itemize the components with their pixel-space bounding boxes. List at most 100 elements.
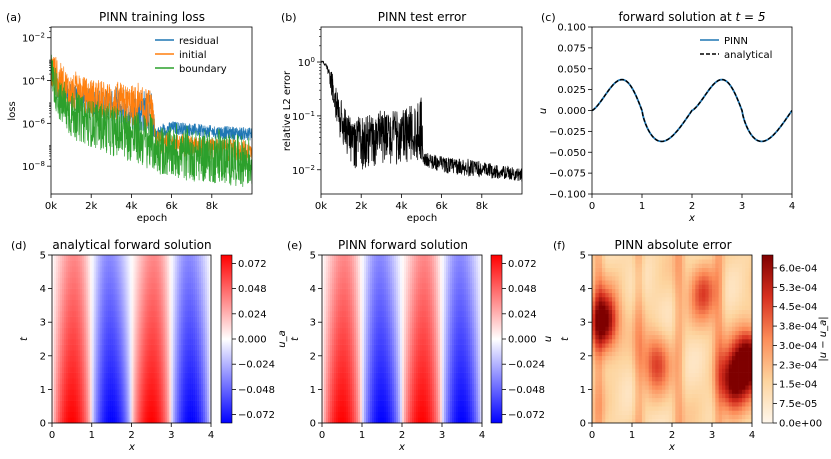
heatmap-cell	[432, 266, 435, 273]
heatmap-cell	[404, 400, 407, 407]
heatmap-cell	[422, 361, 425, 368]
heatmap-cell	[474, 283, 477, 289]
heatmap-cell	[422, 400, 425, 407]
heatmap-cell	[97, 411, 100, 418]
heatmap-cell	[462, 266, 465, 273]
heatmap-cell	[412, 283, 415, 289]
heatmap-cell	[446, 389, 449, 396]
heatmap-cell	[77, 383, 81, 390]
heatmap-cell	[444, 406, 447, 413]
heatmap-cell	[446, 277, 449, 284]
heatmap-cell	[412, 367, 415, 373]
heatmap-cell	[472, 395, 475, 401]
heatmap-cell	[332, 372, 335, 379]
heatmap-cell	[352, 383, 355, 390]
heatmap-cell	[340, 355, 343, 362]
heatmap-cell	[163, 322, 166, 329]
heatmap-cell	[169, 327, 172, 334]
heatmap-cell	[105, 367, 108, 373]
heatmap-cell	[422, 327, 425, 334]
heatmap-cell	[187, 361, 190, 368]
heatmap-cell	[69, 294, 73, 301]
heatmap-cell	[322, 283, 325, 289]
heatmap-cell	[139, 316, 142, 323]
heatmap-cell	[456, 411, 459, 418]
heatmap-cell	[121, 355, 124, 362]
heatmap-cell	[127, 367, 130, 373]
heatmap-cell	[69, 361, 73, 368]
heatmap-cell	[129, 260, 132, 267]
heatmap-cell	[61, 389, 65, 396]
heatmap-cell	[462, 260, 465, 267]
heatmap-cell	[109, 411, 112, 418]
heatmap-cell	[187, 288, 190, 295]
heatmap-cell	[161, 299, 164, 306]
heatmap-cell	[338, 333, 341, 340]
heatmap-cell	[454, 283, 457, 289]
heatmap-cell	[412, 266, 415, 273]
heatmap-cell	[125, 311, 128, 317]
heatmap-cell	[189, 406, 192, 413]
heatmap-cell	[370, 322, 373, 329]
heatmap-cell	[408, 305, 411, 312]
heatmap-cell	[338, 283, 341, 289]
heatmap-cell	[386, 383, 389, 390]
heatmap-cell	[107, 283, 110, 289]
heatmap-cell	[358, 277, 361, 284]
heatmap-cell	[87, 322, 91, 329]
heatmap-cell	[480, 372, 483, 379]
heatmap-cell	[408, 271, 411, 278]
heatmap-cell	[59, 322, 63, 329]
heatmap-cell	[83, 333, 87, 340]
heatmap-cell	[378, 322, 381, 329]
heatmap-cell	[137, 406, 140, 413]
heatmap-cell	[400, 299, 403, 306]
heatmap-cell	[157, 299, 160, 306]
heatmap-cell	[456, 406, 459, 413]
heatmap-cell	[161, 355, 164, 362]
heatmap-cell	[328, 277, 331, 284]
heatmap-cell	[177, 266, 180, 273]
heatmap-cell	[476, 327, 479, 334]
heatmap-cell	[153, 333, 156, 340]
y-tick-label-c-6: 0.050	[557, 64, 586, 75]
heatmap-cell	[400, 283, 403, 289]
heatmap-cell	[408, 288, 411, 295]
heatmap-cell	[131, 372, 134, 379]
heatmap-cell	[344, 406, 347, 413]
heatmap-cell	[414, 299, 417, 306]
heatmap-cell	[167, 406, 170, 413]
heatmap-cell	[113, 271, 116, 278]
heatmap-cell	[205, 400, 208, 407]
heatmap-cell	[438, 411, 441, 418]
heatmap-cell	[370, 327, 373, 334]
heatmap-cell	[354, 417, 357, 424]
heatmap-cell	[151, 311, 154, 317]
heatmap-cell	[380, 316, 383, 323]
heatmap-cell	[422, 417, 425, 424]
heatmap-cell	[159, 389, 162, 396]
heatmap-cell	[149, 316, 152, 323]
heatmap-cell	[322, 411, 325, 418]
heatmap-cell	[73, 288, 77, 295]
heatmap-cell	[338, 395, 341, 401]
heatmap-cell	[127, 311, 130, 317]
heatmap-cell	[330, 322, 333, 329]
heatmap-cell	[358, 367, 361, 373]
y-tick-label-b-1: 10−1	[292, 110, 315, 123]
heatmap-cell	[404, 417, 407, 424]
heatmap-cell	[207, 255, 210, 261]
heatmap-cell	[185, 288, 188, 295]
heatmap-cell	[424, 288, 427, 295]
heatmap-cell	[396, 255, 399, 261]
heatmap-cell	[466, 400, 469, 407]
heatmap-cell	[55, 260, 59, 267]
heatmap-cell	[408, 299, 411, 306]
heatmap-cell	[400, 361, 403, 368]
heatmap-cell	[342, 344, 345, 351]
heatmap-cell	[209, 395, 212, 401]
heatmap-cell	[394, 255, 397, 261]
heatmap-cell	[147, 367, 150, 373]
heatmap-cell	[109, 344, 112, 351]
heatmap-cell	[79, 383, 83, 390]
